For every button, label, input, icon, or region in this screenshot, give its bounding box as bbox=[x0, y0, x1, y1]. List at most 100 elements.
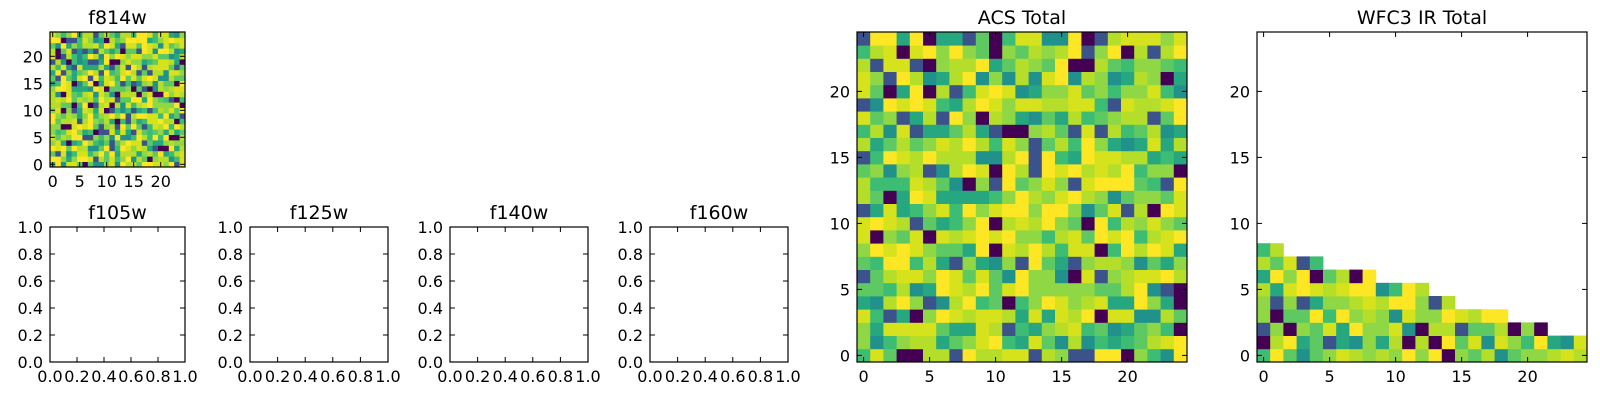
x-tick-label: 0.4 bbox=[492, 367, 517, 386]
heatmap-cell bbox=[1173, 137, 1188, 152]
heatmap-cell bbox=[66, 129, 72, 135]
heatmap-cell bbox=[152, 96, 159, 103]
heatmap-cell bbox=[1494, 322, 1509, 336]
heatmap-cell bbox=[98, 75, 105, 81]
heatmap-cell bbox=[1041, 98, 1056, 112]
heatmap-cell bbox=[50, 102, 56, 108]
heatmap-cell bbox=[152, 86, 159, 92]
heatmap-cell bbox=[1041, 111, 1056, 125]
heatmap-cell bbox=[66, 140, 72, 146]
heatmap-cell bbox=[93, 64, 99, 71]
heatmap-cell bbox=[168, 145, 175, 152]
heatmap-cell bbox=[1121, 164, 1135, 178]
heatmap-cell bbox=[1160, 269, 1175, 284]
heatmap-cell bbox=[109, 156, 116, 162]
heatmap-cell bbox=[1121, 256, 1135, 270]
heatmap-cell bbox=[857, 58, 871, 72]
heatmap-cell bbox=[1068, 269, 1082, 284]
heatmap-cell bbox=[936, 71, 950, 86]
heatmap-cell bbox=[1041, 137, 1056, 152]
heatmap-cell bbox=[1081, 71, 1095, 86]
heatmap-cell bbox=[962, 84, 977, 99]
y-tick-label: 15 bbox=[23, 74, 43, 93]
heatmap-cell bbox=[163, 129, 170, 135]
x-tick-label: 1.0 bbox=[775, 367, 800, 386]
heatmap-cell bbox=[98, 42, 105, 49]
heatmap-cell bbox=[936, 256, 950, 270]
heatmap-cell bbox=[1257, 348, 1271, 363]
heatmap-cell bbox=[1015, 137, 1029, 152]
heatmap-cell bbox=[949, 348, 963, 363]
heatmap-cell bbox=[168, 64, 175, 71]
heatmap-cell bbox=[1002, 71, 1016, 86]
heatmap-cell bbox=[1173, 71, 1188, 86]
heatmap-cell bbox=[1068, 32, 1082, 46]
heatmap-cell bbox=[1160, 32, 1175, 46]
heatmap-cell bbox=[1015, 348, 1029, 363]
heatmap-cell bbox=[975, 45, 990, 59]
heatmap-cell bbox=[109, 75, 116, 81]
heatmap-cell bbox=[82, 129, 89, 135]
heatmap-cell bbox=[962, 322, 977, 336]
heatmap-cell bbox=[962, 150, 977, 165]
heatmap-cell bbox=[87, 156, 94, 162]
heatmap-cell bbox=[179, 64, 186, 71]
heatmap-cell bbox=[98, 37, 105, 44]
heatmap-cell bbox=[1107, 230, 1122, 244]
heatmap-cell bbox=[896, 137, 911, 152]
heatmap-cell bbox=[136, 145, 143, 152]
heatmap-cell bbox=[120, 42, 126, 49]
heatmap-cell bbox=[174, 102, 180, 108]
heatmap-cell bbox=[168, 75, 175, 81]
x-tick-label: 0 bbox=[48, 172, 58, 191]
heatmap-cell bbox=[93, 75, 99, 81]
heatmap-cell bbox=[1028, 150, 1043, 165]
heatmap-cell bbox=[77, 91, 83, 98]
subplot-title: f814w bbox=[88, 7, 147, 29]
heatmap-cell bbox=[1134, 296, 1148, 310]
heatmap-cell bbox=[66, 113, 72, 119]
heatmap-cell bbox=[1336, 348, 1350, 363]
heatmap-cell bbox=[131, 96, 137, 103]
heatmap-cell bbox=[163, 134, 170, 141]
heatmap-cell bbox=[923, 164, 937, 178]
heatmap-cell bbox=[936, 190, 950, 204]
heatmap-cell bbox=[1121, 243, 1135, 257]
y-tick-label: 0.6 bbox=[418, 272, 443, 291]
heatmap-cell bbox=[909, 150, 924, 165]
heatmap-cell bbox=[55, 42, 62, 49]
heatmap-cell bbox=[1055, 45, 1069, 59]
heatmap-cell bbox=[109, 140, 116, 146]
heatmap-cell bbox=[71, 69, 78, 76]
heatmap-cell bbox=[1134, 269, 1148, 284]
y-tick-label: 0.0 bbox=[618, 353, 643, 372]
heatmap-cell bbox=[883, 335, 897, 350]
heatmap-cell bbox=[141, 91, 148, 98]
heatmap-cell bbox=[55, 129, 62, 135]
y-tick-label: 5 bbox=[840, 280, 850, 299]
heatmap-cell bbox=[962, 282, 977, 297]
y-tick-label: 5 bbox=[1240, 280, 1250, 299]
subplot-title: f160w bbox=[690, 202, 749, 224]
heatmap-cell bbox=[949, 335, 963, 350]
heatmap-cell bbox=[147, 91, 153, 98]
heatmap-cell bbox=[1028, 256, 1043, 270]
heatmap-cell bbox=[936, 243, 950, 257]
heatmap-cell bbox=[1041, 71, 1056, 86]
heatmap-cell bbox=[60, 129, 67, 135]
y-tick-label: 20 bbox=[830, 82, 850, 101]
heatmap-cell bbox=[975, 98, 990, 112]
heatmap-cell bbox=[1560, 348, 1575, 363]
heatmap-cell bbox=[1094, 190, 1109, 204]
heatmap-cell bbox=[60, 123, 67, 130]
heatmap-cell bbox=[104, 69, 110, 76]
heatmap-cell bbox=[1068, 137, 1082, 152]
heatmap-cell bbox=[1107, 150, 1122, 165]
heatmap-cell bbox=[909, 32, 924, 46]
heatmap-cell bbox=[104, 80, 110, 87]
heatmap-cell bbox=[909, 256, 924, 270]
heatmap-cell bbox=[1134, 164, 1148, 178]
heatmap-cell bbox=[71, 145, 78, 152]
heatmap-cell bbox=[1173, 243, 1188, 257]
heatmap-cell bbox=[936, 296, 950, 310]
